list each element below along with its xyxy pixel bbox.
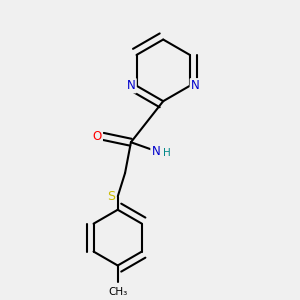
Text: H: H	[163, 148, 171, 158]
Text: N: N	[127, 79, 136, 92]
Text: N: N	[152, 145, 160, 158]
Text: S: S	[107, 190, 115, 203]
Text: O: O	[93, 130, 102, 143]
Text: CH₃: CH₃	[108, 287, 127, 297]
Text: N: N	[191, 79, 200, 92]
